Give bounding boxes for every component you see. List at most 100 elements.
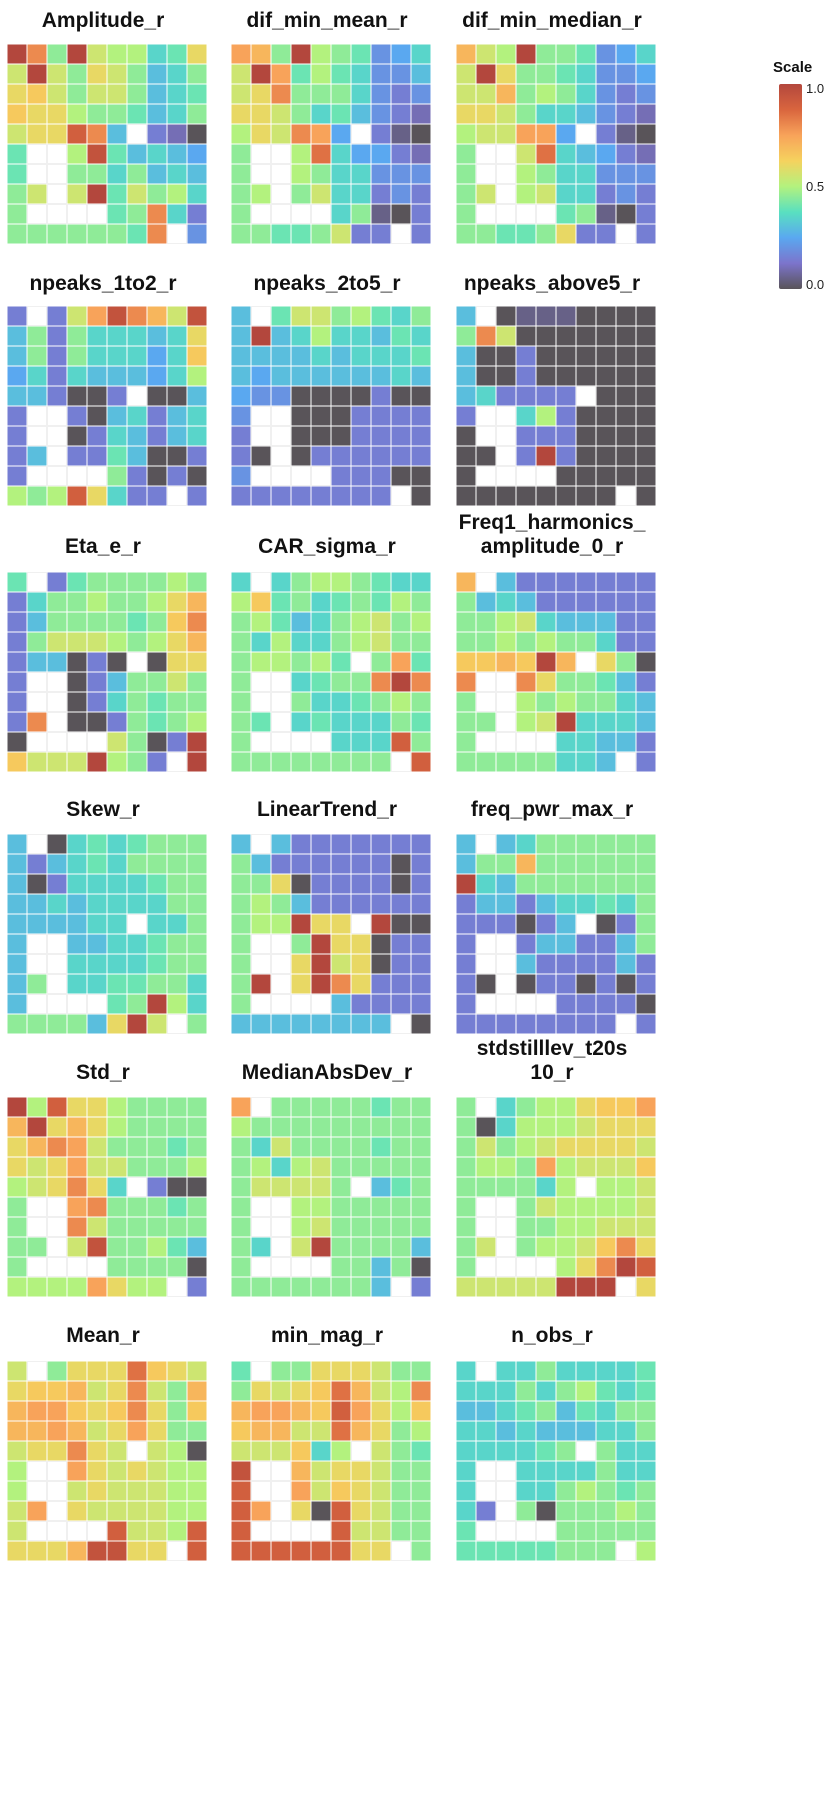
heatmap-cell bbox=[251, 64, 271, 84]
heatmap-cell bbox=[636, 1157, 656, 1177]
heatmap-cell bbox=[411, 1381, 431, 1401]
heatmap-cell bbox=[87, 1541, 107, 1561]
heatmap-cell bbox=[536, 1157, 556, 1177]
heatmap-cell bbox=[127, 1541, 147, 1561]
heatmap-cell bbox=[47, 1177, 67, 1197]
heatmap-cell bbox=[351, 1361, 371, 1381]
heatmap-cell bbox=[231, 994, 251, 1014]
heatmap-cell bbox=[536, 84, 556, 104]
heatmap-cell bbox=[456, 612, 476, 632]
heatmap-cell bbox=[391, 752, 411, 772]
heatmap-cell bbox=[496, 466, 516, 486]
heatmap-cell bbox=[596, 954, 616, 974]
heatmap-cell bbox=[147, 652, 167, 672]
heatmap-cell bbox=[411, 1541, 431, 1561]
heatmap-cell bbox=[496, 974, 516, 994]
heatmap-cell bbox=[456, 692, 476, 712]
heatmap-cell bbox=[636, 204, 656, 224]
heatmap-cell bbox=[271, 346, 291, 366]
heatmap-cell bbox=[496, 632, 516, 652]
heatmap-cell bbox=[47, 1097, 67, 1117]
heatmap-cell bbox=[271, 1441, 291, 1461]
heatmap-cell bbox=[67, 692, 87, 712]
heatmap-cell bbox=[596, 1117, 616, 1137]
heatmap-cell bbox=[27, 1157, 47, 1177]
heatmap-cell bbox=[127, 572, 147, 592]
heatmap-cell bbox=[456, 1401, 476, 1421]
heatmap-cell bbox=[291, 486, 311, 506]
heatmap-cell bbox=[556, 1421, 576, 1441]
heatmap-cell bbox=[516, 204, 536, 224]
heatmap-cell bbox=[231, 632, 251, 652]
heatmap-cell bbox=[187, 1117, 207, 1137]
heatmap-cell bbox=[187, 306, 207, 326]
heatmap-cell bbox=[107, 874, 127, 894]
heatmap-cell bbox=[391, 1014, 411, 1034]
heatmap-cell bbox=[371, 1197, 391, 1217]
heatmap-cell bbox=[147, 732, 167, 752]
heatmap-cell bbox=[147, 64, 167, 84]
heatmap-cell bbox=[496, 1361, 516, 1381]
heatmap-cell bbox=[87, 632, 107, 652]
heatmap-cell bbox=[391, 486, 411, 506]
heatmap-cell bbox=[251, 366, 271, 386]
heatmap-cell bbox=[47, 326, 67, 346]
heatmap-cell bbox=[67, 1157, 87, 1177]
heatmap-cell bbox=[331, 346, 351, 366]
heatmap-cell bbox=[167, 144, 187, 164]
heatmap-cell bbox=[331, 164, 351, 184]
heatmap-cell bbox=[187, 1197, 207, 1217]
heatmap-cell bbox=[107, 632, 127, 652]
heatmap-cell bbox=[291, 752, 311, 772]
heatmap-cell bbox=[87, 1197, 107, 1217]
heatmap-cell bbox=[476, 1277, 496, 1297]
heatmap-cell bbox=[331, 712, 351, 732]
heatmap-cell bbox=[456, 446, 476, 466]
heatmap-cell bbox=[476, 1521, 496, 1541]
heatmap-cell bbox=[351, 632, 371, 652]
heatmap-cell bbox=[311, 326, 331, 346]
panel-title: npeaks_above5_r bbox=[464, 272, 640, 295]
heatmap-cell bbox=[576, 954, 596, 974]
heatmap-cell bbox=[331, 1541, 351, 1561]
heatmap-cell bbox=[147, 1197, 167, 1217]
heatmap-cell bbox=[636, 592, 656, 612]
heatmap-cell bbox=[476, 1381, 496, 1401]
heatmap-cell bbox=[556, 1217, 576, 1237]
heatmap-cell bbox=[616, 366, 636, 386]
heatmap-cell bbox=[371, 1361, 391, 1381]
heatmap-cell bbox=[596, 934, 616, 954]
heatmap-cell bbox=[107, 1441, 127, 1461]
heatmap-cell bbox=[87, 592, 107, 612]
heatmap-cell bbox=[311, 64, 331, 84]
heatmap-cell bbox=[516, 874, 536, 894]
heatmap-cell bbox=[596, 914, 616, 934]
heatmap-cell bbox=[87, 1014, 107, 1034]
heatmap-cell bbox=[127, 44, 147, 64]
heatmap-cell bbox=[87, 1177, 107, 1197]
heatmap-cell bbox=[331, 1137, 351, 1157]
heatmap-cell bbox=[67, 874, 87, 894]
heatmap-cell bbox=[556, 124, 576, 144]
heatmap-cell bbox=[391, 466, 411, 486]
heatmap-cell bbox=[576, 672, 596, 692]
heatmap-cell bbox=[616, 1361, 636, 1381]
heatmap-cell bbox=[107, 712, 127, 732]
heatmap-cell bbox=[167, 1014, 187, 1034]
heatmap-cell bbox=[167, 466, 187, 486]
heatmap-cell bbox=[576, 84, 596, 104]
heatmap-cell bbox=[127, 124, 147, 144]
heatmap-cell bbox=[516, 1541, 536, 1561]
heatmap-cell bbox=[27, 874, 47, 894]
heatmap-cell bbox=[476, 1157, 496, 1177]
heatmap-cell bbox=[556, 974, 576, 994]
heatmap-cell bbox=[311, 104, 331, 124]
heatmap-cell bbox=[47, 994, 67, 1014]
heatmap-cell bbox=[107, 1361, 127, 1381]
heatmap-cell bbox=[271, 164, 291, 184]
heatmap-cell bbox=[516, 994, 536, 1014]
heatmap-cell bbox=[251, 406, 271, 426]
heatmap-cell bbox=[311, 1521, 331, 1541]
heatmap-cell bbox=[636, 1197, 656, 1217]
heatmap-cell bbox=[556, 592, 576, 612]
